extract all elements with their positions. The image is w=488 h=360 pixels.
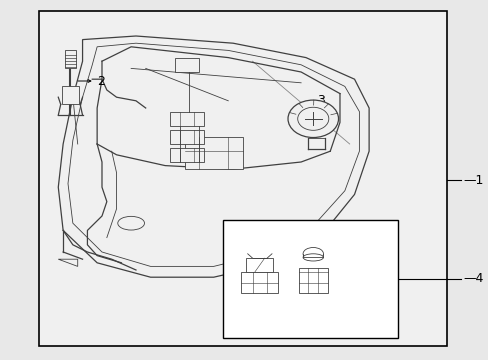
Text: 2: 2 [97, 75, 105, 87]
Circle shape [287, 100, 338, 138]
Bar [39, 11, 446, 346]
Text: —1: —1 [463, 174, 483, 186]
Bar [170, 130, 203, 144]
Bar [223, 220, 397, 338]
Ellipse shape [118, 216, 144, 230]
Text: 5: 5 [309, 272, 316, 282]
Ellipse shape [303, 248, 323, 260]
Bar [246, 258, 273, 272]
Polygon shape [58, 36, 368, 277]
Bar [241, 272, 278, 293]
Bar [64, 50, 76, 68]
Polygon shape [58, 259, 78, 266]
Bar [61, 86, 79, 104]
Text: 3: 3 [316, 94, 324, 107]
Bar [175, 58, 199, 72]
Ellipse shape [303, 254, 323, 261]
Text: —4: —4 [463, 273, 483, 285]
Text: 6: 6 [238, 242, 244, 252]
Bar [170, 148, 203, 162]
Circle shape [297, 107, 328, 130]
Bar [170, 112, 203, 126]
Bar [298, 268, 327, 293]
Bar [184, 137, 243, 169]
